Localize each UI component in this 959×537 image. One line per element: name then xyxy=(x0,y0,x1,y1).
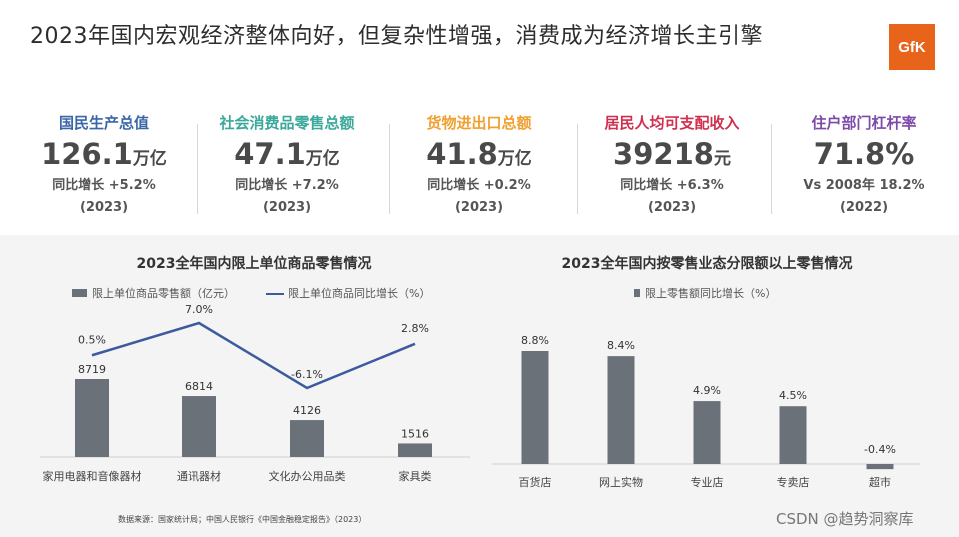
chart2-bar-label: 4.5% xyxy=(779,389,807,402)
watermark: CSDN @趋势洞察库 xyxy=(776,510,914,528)
chart1-growth-line xyxy=(91,321,416,390)
chart1-bar-label: 1516 xyxy=(401,427,429,440)
kpi-unit: 元 xyxy=(713,149,731,169)
source-note: 数据来源：国家统计局；中国人民银行《中国金融稳定报告》（2023） xyxy=(118,515,367,524)
kpi-gdp: 国民生产总值 126.1万亿 同比增长 +5.2% (2023) xyxy=(9,112,199,215)
kpi-year: (2023) xyxy=(262,200,312,215)
kpi-unit: 万亿 xyxy=(305,149,340,169)
chart2-bar xyxy=(607,356,635,464)
kpi-growth: 同比增长 +5.2% xyxy=(52,178,156,193)
chart1-bar xyxy=(398,443,432,457)
kpi-growth: 同比增长 +0.2% xyxy=(427,178,531,193)
kpi-retail-sales: 社会消费品零售总额 47.1万亿 同比增长 +7.2% (2023) xyxy=(192,112,382,215)
kpi-unit: 万亿 xyxy=(132,149,167,169)
kpi-value: 41.8万亿 xyxy=(384,137,574,173)
kpi-label: 居民人均可支配收入 xyxy=(604,114,740,132)
chart1-bar-label: 6814 xyxy=(185,380,213,393)
chart-background xyxy=(0,235,959,537)
kpi-unit: 万亿 xyxy=(497,149,532,169)
kpi-value: 71.8% xyxy=(769,137,959,173)
chart1-legend-bar-swatch xyxy=(72,289,87,297)
kpi-value: 126.1万亿 xyxy=(9,137,199,173)
chart1-legend-bar-label: 限上单位商品零售额（亿元） xyxy=(92,286,235,300)
kpi-divider xyxy=(771,124,772,214)
kpi-row: 国民生产总值 126.1万亿 同比增长 +5.2% (2023) 社会消费品零售… xyxy=(0,112,959,232)
kpi-number: 126.1 xyxy=(41,137,133,171)
chart2-title: 2023全年国内按零售业态分限额以上零售情况 xyxy=(562,255,853,272)
chart2-category-label: 超市 xyxy=(869,475,891,489)
chart1-category-label: 家具类 xyxy=(399,469,432,483)
kpi-value: 47.1万亿 xyxy=(192,137,382,173)
kpi-leverage: 住户部门杠杆率 71.8% Vs 2008年 18.2% (2022) xyxy=(769,112,959,215)
chart2-bar xyxy=(866,464,894,470)
chart1-line-label: 2.8% xyxy=(401,322,429,335)
chart1-line-label: -6.1% xyxy=(291,368,323,381)
chart1-line-label: 7.0% xyxy=(185,303,213,316)
chart1-title: 2023全年国内限上单位商品零售情况 xyxy=(137,255,372,272)
kpi-label: 社会消费品零售总额 xyxy=(219,114,355,132)
kpi-trade: 货物进出口总额 41.8万亿 同比增长 +0.2% (2023) xyxy=(384,112,574,215)
kpi-label: 货物进出口总额 xyxy=(426,114,532,132)
kpi-number: 41.8 xyxy=(426,137,498,171)
chart2-bar xyxy=(693,401,721,464)
kpi-label: 住户部门杠杆率 xyxy=(811,114,917,132)
kpi-year: (2023) xyxy=(454,200,504,215)
gfk-logo: GfK xyxy=(889,24,935,70)
chart1-legend-line-label: 限上单位商品同比增长（%） xyxy=(288,286,430,300)
chart2-bar-label: 4.9% xyxy=(693,384,721,397)
chart1-bar-label: 4126 xyxy=(293,404,321,417)
kpi-divider xyxy=(197,124,198,214)
chart2-category-label: 专卖店 xyxy=(777,475,810,489)
chart2-legend-swatch xyxy=(634,289,640,297)
kpi-growth: 同比增长 +7.2% xyxy=(235,178,339,193)
chart1-bar xyxy=(290,420,324,457)
chart1-bar xyxy=(182,396,216,457)
kpi-value: 39218元 xyxy=(577,137,767,173)
chart2-bar-label: 8.4% xyxy=(607,339,635,352)
chart2-category-label: 网上实物 xyxy=(599,475,643,489)
chart2-bar xyxy=(521,351,549,464)
kpi-income: 居民人均可支配收入 39218元 同比增长 +6.3% (2023) xyxy=(577,112,767,215)
kpi-number: 39218 xyxy=(613,137,714,171)
kpi-growth: 同比增长 +6.3% xyxy=(620,178,724,193)
kpi-year: (2023) xyxy=(79,200,129,215)
kpi-year: (2023) xyxy=(647,200,697,215)
chart1-category-label: 通讯器材 xyxy=(177,469,221,483)
chart1-bar xyxy=(75,379,109,457)
chart2-category-label: 百货店 xyxy=(519,475,552,489)
kpi-number: 47.1 xyxy=(234,137,306,171)
chart2-bar-label: 8.8% xyxy=(521,334,549,347)
chart1-line-label: 0.5% xyxy=(78,333,106,346)
chart2-bar xyxy=(779,406,807,464)
chart2-bar-label: -0.4% xyxy=(864,443,896,456)
kpi-divider xyxy=(389,124,390,214)
kpi-label: 国民生产总值 xyxy=(58,114,149,132)
chart1-bar-label: 8719 xyxy=(78,363,106,376)
chart2-category-label: 专业店 xyxy=(691,475,724,489)
chart1-category-label: 文化办公用品类 xyxy=(269,469,346,483)
chart1-category-label: 家用电器和音像器材 xyxy=(43,469,142,483)
page-title: 2023年国内宏观经济整体向好，但复杂性增强，消费成为经济增长主引擎 xyxy=(30,24,763,49)
chart2-legend-label: 限上零售额同比增长（%） xyxy=(645,286,776,300)
kpi-growth: Vs 2008年 18.2% xyxy=(803,178,925,193)
kpi-number: 71.8% xyxy=(813,137,915,171)
kpi-year: (2022) xyxy=(839,200,889,215)
kpi-divider xyxy=(577,124,578,214)
